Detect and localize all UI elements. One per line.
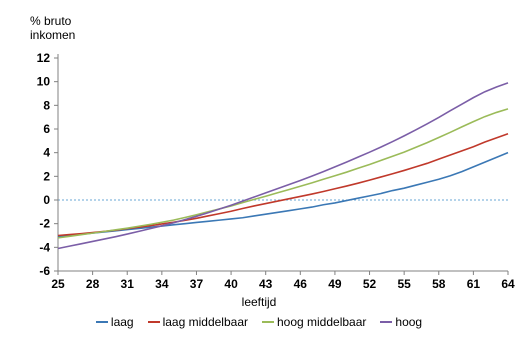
x-tick-label: 52 (363, 277, 377, 291)
legend-label: laag (110, 315, 134, 329)
y-tick-label: 0 (43, 193, 50, 207)
legend-label: hoog (395, 315, 423, 329)
y-tick-label: 6 (43, 122, 50, 136)
x-tick-label: 28 (86, 277, 100, 291)
y-tick-label: -4 (39, 240, 50, 254)
legend-label: laag middelbaar (162, 315, 248, 329)
legend-item-laag-middelbaar: laag middelbaar (147, 315, 248, 329)
x-tick-label: 43 (259, 277, 273, 291)
x-tick-label: 25 (51, 277, 65, 291)
x-tick-label: 37 (190, 277, 204, 291)
y-tick-label: 4 (43, 146, 50, 160)
y-tick-label: 12 (37, 51, 51, 65)
y-tick-label: 8 (43, 98, 50, 112)
y-tick-label: -6 (39, 264, 50, 278)
x-tick-label: 34 (155, 277, 169, 291)
y-tick-label: 10 (37, 75, 51, 89)
x-tick-label: 31 (121, 277, 135, 291)
series-line-hoog (57, 82, 509, 250)
x-tick-label: 58 (432, 277, 446, 291)
y-tick-label: -2 (39, 217, 50, 231)
legend-item-laag: laag (95, 315, 134, 329)
legend-item-hoog-middelbaar: hoog middelbaar (261, 315, 367, 329)
series-line-hoog-middelbaar (57, 108, 509, 239)
x-axis-label: leeftijd (241, 295, 277, 309)
x-tick-label: 46 (294, 277, 308, 291)
y-axis-label: % bruto inkomen (30, 14, 76, 42)
plot-area (58, 58, 508, 271)
x-tick-label: 61 (467, 277, 481, 291)
x-tick-label: 49 (328, 277, 342, 291)
y-tick-label: 2 (43, 169, 50, 183)
legend-swatch (147, 321, 160, 323)
legend-swatch (95, 321, 108, 323)
x-tick-label: 55 (397, 277, 411, 291)
legend-swatch (261, 321, 274, 323)
x-tick-label: 64 (501, 277, 515, 291)
series-line-laag (57, 151, 509, 238)
legend-item-hoog: hoog (380, 315, 422, 329)
x-tick-label: 40 (224, 277, 238, 291)
legend: laag laag middelbaar hoog middelbaar hoo… (0, 315, 518, 329)
legend-label: hoog middelbaar (276, 315, 367, 329)
legend-swatch (380, 321, 393, 323)
